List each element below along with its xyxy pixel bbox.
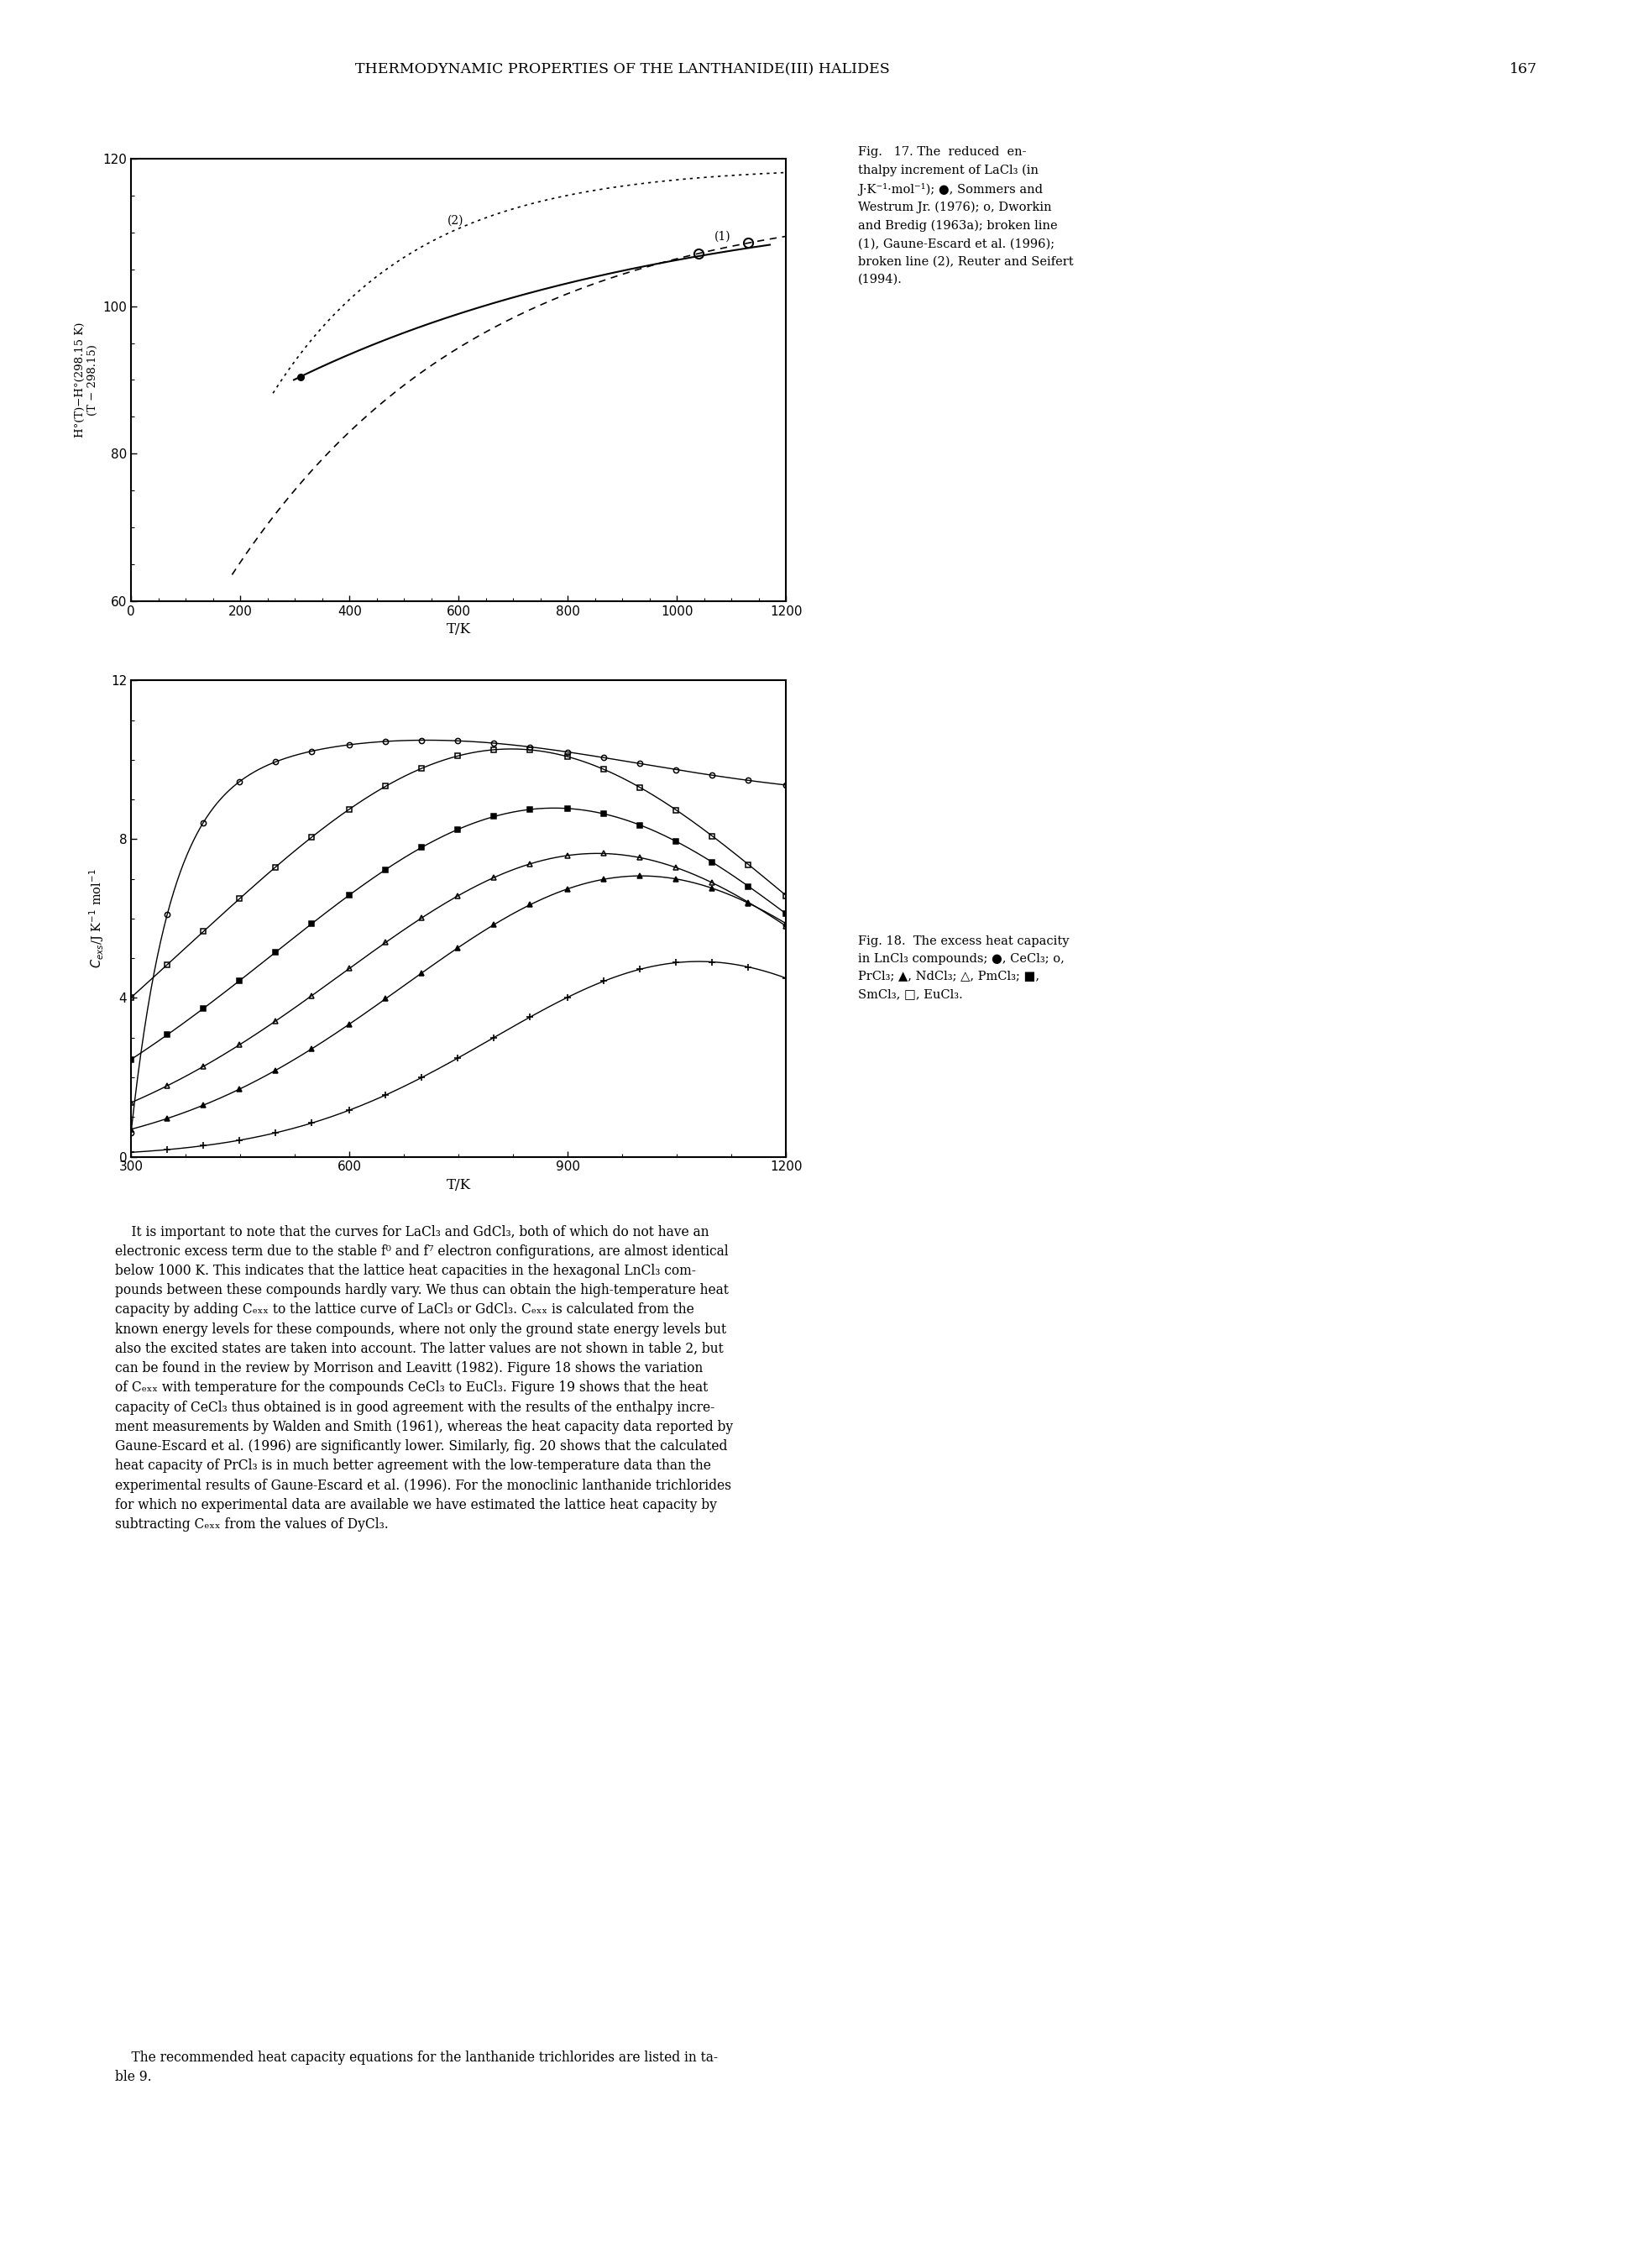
- Text: 167: 167: [1510, 61, 1536, 77]
- X-axis label: T/K: T/K: [447, 1177, 470, 1193]
- Y-axis label: $C_{exs}$/J K$^{-1}$ mol$^{-1}$: $C_{exs}$/J K$^{-1}$ mol$^{-1}$: [88, 869, 106, 968]
- Text: Fig. 18.  The excess heat capacity
in LnCl₃ compounds; ●, CeCl₃; o,
PrCl₃; ▲, Nd: Fig. 18. The excess heat capacity in LnC…: [858, 934, 1070, 1000]
- X-axis label: T/K: T/K: [447, 621, 470, 637]
- Y-axis label: H°(T)−H°(298.15 K)
(T − 298.15): H°(T)−H°(298.15 K) (T − 298.15): [75, 322, 98, 438]
- Text: (1): (1): [714, 231, 731, 243]
- Text: THERMODYNAMIC PROPERTIES OF THE LANTHANIDE(III) HALIDES: THERMODYNAMIC PROPERTIES OF THE LANTHANI…: [355, 61, 889, 77]
- Text: It is important to note that the curves for LaCl₃ and GdCl₃, both of which do no: It is important to note that the curves …: [115, 1225, 732, 1531]
- Text: The recommended heat capacity equations for the lanthanide trichlorides are list: The recommended heat capacity equations …: [115, 2050, 717, 2084]
- Text: (2): (2): [447, 213, 464, 227]
- Text: Fig.   17. The  reduced  en-
thalpy increment of LaCl₃ (in
J·K⁻¹·mol⁻¹); ●, Somm: Fig. 17. The reduced en- thalpy incremen…: [858, 145, 1073, 286]
